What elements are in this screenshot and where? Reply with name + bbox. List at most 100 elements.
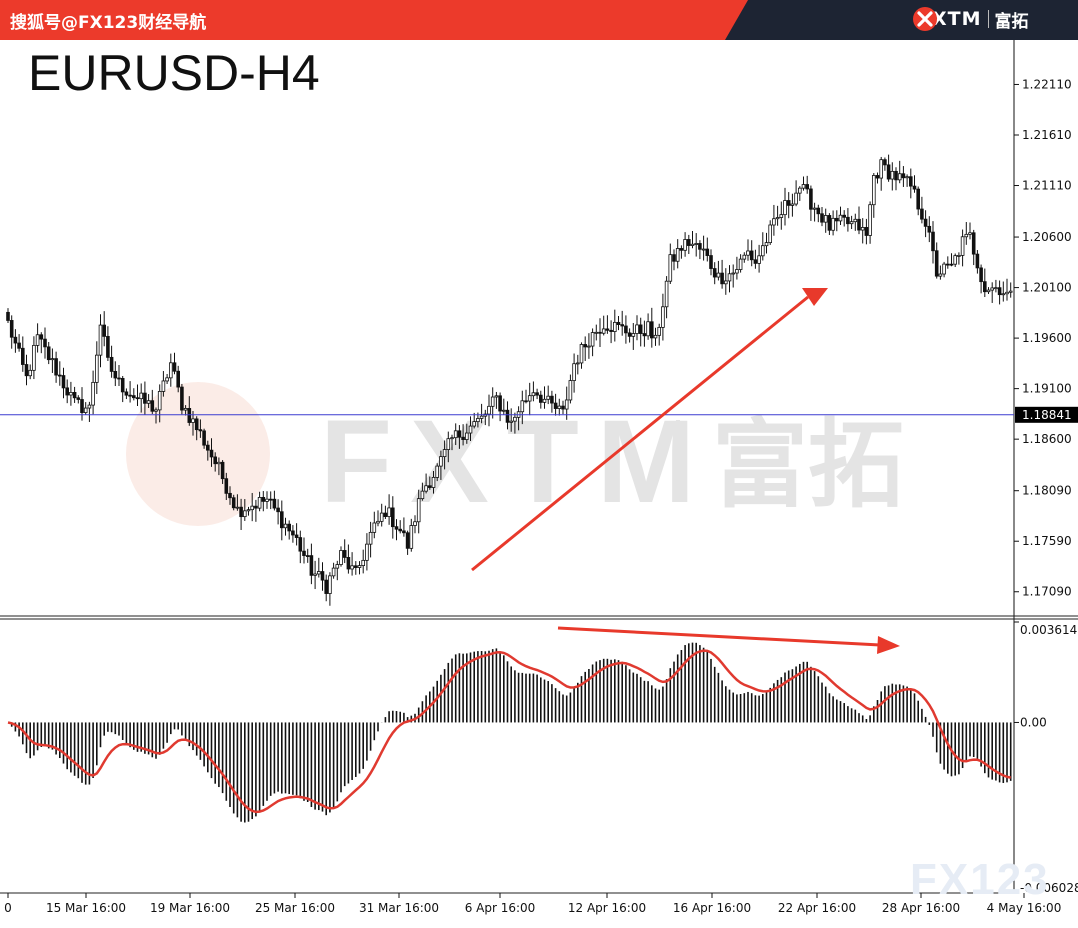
candle-body — [265, 498, 269, 502]
macd-axis-label: -0.006028 — [1020, 881, 1078, 895]
candle-body — [335, 564, 340, 569]
candle-body — [598, 331, 602, 334]
candle-body — [631, 333, 636, 337]
candle-body — [853, 218, 858, 223]
candle-body — [187, 408, 192, 423]
candle-body — [294, 534, 299, 538]
watermark-logo-icon — [126, 382, 270, 526]
current-price-line: 1.18841 — [0, 406, 1078, 423]
candle-body — [331, 567, 336, 577]
candle-body — [39, 334, 44, 340]
candlesticks — [6, 154, 1013, 606]
candle-body — [305, 555, 310, 557]
candle-body — [220, 461, 225, 480]
candle-body — [394, 526, 399, 530]
candle-body — [527, 395, 532, 402]
candle-body — [749, 250, 754, 261]
price-tick-label: 1.19100 — [1022, 382, 1072, 396]
candle-body — [675, 248, 680, 262]
macd-axis-label: 0.00 — [1020, 715, 1047, 729]
candle-body — [106, 335, 110, 358]
candle-body — [553, 402, 558, 409]
candle-body — [117, 377, 121, 380]
candle-body — [868, 204, 872, 236]
time-tick-label: 15 Mar 16:00 — [46, 901, 126, 915]
candle-body — [239, 506, 243, 518]
candle-body — [690, 243, 695, 246]
candle-body — [757, 255, 761, 264]
candle-body — [228, 492, 232, 499]
candle-body — [923, 218, 928, 227]
candle-body — [427, 485, 432, 488]
candle-body — [28, 369, 32, 377]
candle-body — [783, 200, 787, 216]
candle-body — [457, 430, 462, 438]
candle-body — [368, 531, 373, 545]
candle-body — [342, 550, 347, 558]
candle-body — [124, 391, 129, 396]
candle-body — [738, 258, 743, 270]
candle-body — [431, 476, 436, 488]
candle-body — [487, 405, 491, 415]
candle-body — [24, 364, 29, 377]
candle-body — [812, 207, 817, 210]
candle-body — [775, 217, 780, 220]
candle-body — [46, 346, 51, 361]
price-tick-label: 1.20100 — [1022, 281, 1072, 295]
candle-body — [461, 436, 465, 440]
candle-body — [764, 242, 769, 247]
candle-body — [849, 221, 854, 225]
candle-body — [95, 354, 99, 383]
candle-body — [357, 565, 362, 568]
candle-body — [864, 227, 869, 236]
candle-body — [176, 370, 181, 388]
candle-body — [946, 263, 950, 266]
time-axis: 0 15 Mar 16:00 19 Mar 16:00 25 Mar 16:00 31 … — [4, 893, 1061, 915]
candle-body — [65, 387, 70, 396]
candle-body — [994, 287, 998, 290]
candle-body — [594, 331, 599, 334]
header-bar: 搜狐号@FX123财经导航 FXTM 富拓 — [0, 0, 1078, 40]
candle-body — [213, 456, 218, 465]
candle-body — [720, 272, 724, 285]
candle-body — [224, 478, 229, 494]
time-tick-label: 0 — [4, 901, 12, 915]
candle-body — [157, 391, 162, 411]
candle-body — [413, 521, 417, 526]
candle-body — [927, 225, 932, 233]
candle-body — [616, 321, 621, 325]
candle-body — [953, 255, 957, 265]
candle-body — [683, 239, 687, 251]
price-tick-label: 1.18090 — [1022, 484, 1072, 498]
candle-body — [794, 192, 798, 205]
candle-body — [180, 386, 184, 411]
candle-body — [627, 332, 632, 337]
candle-body — [731, 272, 735, 275]
candle-body — [209, 449, 214, 458]
candle-body — [279, 511, 284, 529]
candle-body — [254, 505, 258, 509]
candle-body — [894, 170, 898, 181]
candle-body — [990, 287, 994, 291]
candle-body — [379, 512, 384, 522]
candle-body — [883, 159, 887, 166]
candle-body — [520, 400, 525, 413]
candle-body — [875, 175, 880, 179]
candle-body — [261, 497, 266, 502]
candle-body — [657, 326, 661, 336]
candle-body — [646, 321, 650, 337]
candle-body — [150, 400, 155, 412]
candle-body — [975, 253, 980, 269]
candle-body — [635, 324, 639, 334]
fxtm-logo-icon — [913, 7, 937, 31]
macd-pane: 0.003614 0.00 -0.006028 — [7, 621, 1078, 895]
candle-body — [727, 273, 732, 282]
candle-body — [405, 532, 410, 549]
candle-body — [194, 418, 199, 431]
current-price-label: 1.18841 — [1022, 408, 1072, 422]
candle-body — [790, 203, 795, 206]
candle-body — [242, 510, 247, 518]
candle-body — [542, 398, 547, 403]
price-tick-label: 1.21610 — [1022, 128, 1072, 142]
candle-body — [642, 333, 647, 337]
